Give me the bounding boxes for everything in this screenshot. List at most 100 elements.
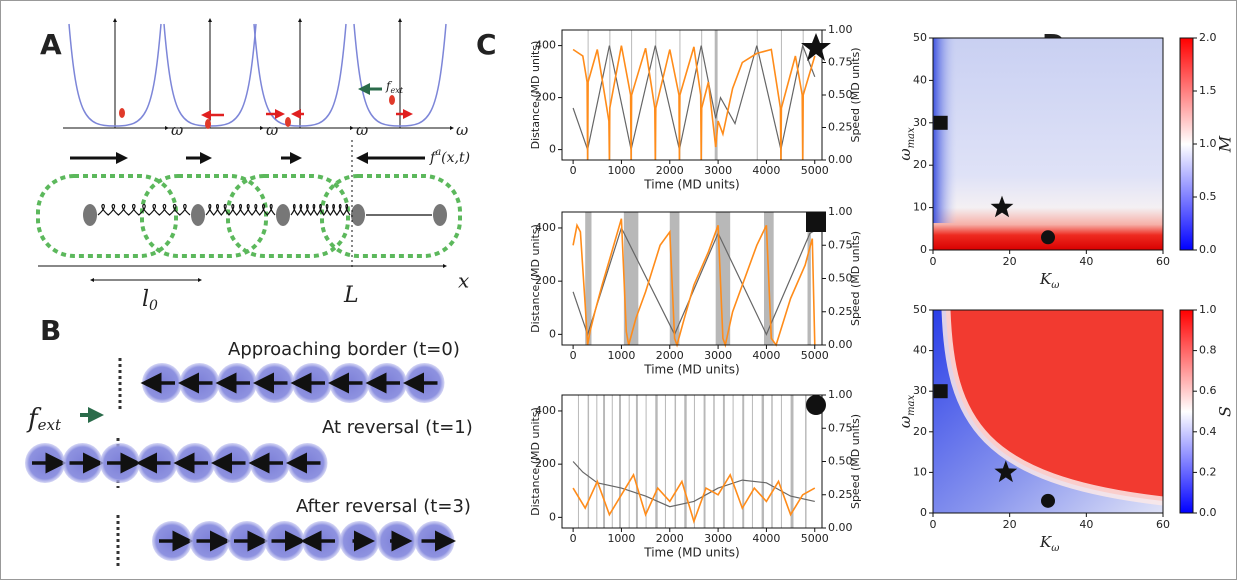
reversal-band: [609, 30, 611, 160]
bead: [191, 204, 205, 226]
reversal-band: [655, 30, 657, 160]
y2-tick-label: 0.25: [828, 121, 853, 134]
panel-label: A: [40, 28, 62, 61]
heatmap-m: [933, 38, 1163, 250]
reversal-band: [756, 30, 758, 160]
y-tick-label: 0: [549, 510, 556, 523]
reversal-band: [703, 395, 706, 528]
label-sub: ω: [1051, 543, 1059, 554]
l0-label: l0: [142, 287, 158, 314]
distance-line: [572, 461, 815, 508]
reversal-band: [655, 395, 658, 528]
heatmap-frame: [932, 37, 1164, 251]
colorbar-tick-label: 0.8: [1199, 344, 1217, 357]
omega-label: ω: [266, 121, 278, 139]
circle-symbol: [806, 395, 826, 415]
fext-label: fext: [26, 404, 62, 434]
label-base: ω: [896, 416, 914, 428]
x-axis-label: Time (MD units): [643, 546, 739, 560]
x-tick-label: 1000: [607, 349, 635, 362]
spring: [290, 203, 351, 217]
axis-label: Kω: [1039, 533, 1059, 554]
marker-circle: [1041, 493, 1055, 508]
y2-tick-label: 0.75: [828, 56, 853, 69]
label-base: ω: [896, 148, 914, 160]
reversal-band: [713, 395, 715, 528]
reversal-band: [587, 395, 590, 528]
reversal-band: [805, 395, 807, 528]
reversal-band: [585, 212, 592, 345]
x-tick-label: 0: [930, 518, 937, 531]
x-tick-label: 40: [1079, 255, 1093, 268]
caption: At reversal (t=1): [322, 417, 473, 438]
x-tick-label: 4000: [752, 349, 780, 362]
axis-label: ωmax: [896, 394, 917, 428]
reversal-band: [669, 212, 680, 345]
marker-square: [933, 115, 948, 130]
x-tick-label: 4000: [752, 532, 780, 545]
omega-label: ω: [356, 121, 368, 139]
well-curve: [253, 23, 347, 127]
axis-label: fext: [385, 79, 404, 96]
reversal-band: [684, 395, 687, 528]
colorbar: [1180, 38, 1193, 250]
colorbar-tick-label: 1.5: [1199, 84, 1217, 97]
label-base: f: [385, 79, 393, 93]
bead: [433, 204, 447, 226]
y2-tick-label: 0.50: [828, 88, 853, 101]
y-tick-label: 200: [535, 274, 556, 287]
y2-axis-label: Speed (MD units): [849, 414, 862, 509]
y-tick-label: 400: [535, 39, 556, 52]
speed-line: [572, 45, 816, 161]
y-tick-label: 200: [535, 457, 556, 470]
x-tick-label: 3000: [704, 164, 732, 177]
y-tick-label: 0: [549, 143, 556, 156]
x-tick-label: 60: [1156, 255, 1170, 268]
red-dot: [205, 119, 211, 129]
x-tick-label: 3000: [704, 532, 732, 545]
reversal-band: [722, 395, 725, 528]
square-symbol: [806, 212, 826, 232]
y2-axis-label: Speed (MD units): [849, 47, 862, 142]
y-tick-label: 200: [535, 91, 556, 104]
caption: After reversal (t=3): [296, 496, 471, 517]
marker-star: [990, 195, 1014, 218]
y2-tick-label: 0.75: [828, 238, 853, 251]
y-tick-label: 40: [913, 73, 927, 86]
marker-star: [994, 460, 1018, 483]
label-sub: ext: [390, 86, 403, 95]
y-tick-label: 400: [535, 221, 556, 234]
reversal-band: [619, 395, 621, 528]
interaction-ranges: [36, 174, 462, 258]
panel-label: B: [40, 314, 61, 347]
distance-line: [572, 226, 816, 337]
y-tick-label: 20: [913, 425, 927, 438]
colorbar-tick-label: 0.0: [1199, 506, 1217, 519]
plot-frame: [561, 394, 823, 529]
y2-tick-label: 0.25: [828, 305, 853, 318]
y-tick-label: 400: [535, 404, 556, 417]
axis-label: ωmax: [896, 127, 917, 161]
x-tick-label: 2000: [656, 349, 684, 362]
y2-tick-label: 1.00: [828, 388, 853, 401]
x-tick-label: 20: [1003, 518, 1017, 531]
reversal-band: [645, 395, 647, 528]
x-tick-label: 1000: [607, 164, 635, 177]
reversal-band: [732, 395, 734, 528]
panel-label: C: [476, 28, 497, 61]
y-axis-label: Distance (MD units): [529, 407, 542, 516]
colorbar-tick-label: 2.0: [1199, 31, 1217, 44]
spring: [97, 204, 191, 216]
reversal-band: [761, 395, 765, 528]
y-tick-label: 50: [913, 303, 927, 316]
omega-label: ω: [456, 121, 468, 139]
x-tick-label: 4000: [752, 164, 780, 177]
colorbar-tick-label: 1.0: [1199, 137, 1217, 150]
y-axis-label: Distance (MD units): [529, 224, 542, 333]
bead: [83, 204, 97, 226]
x-tick-label: 1000: [607, 532, 635, 545]
x-tick-label: 2000: [656, 532, 684, 545]
speed-line: [572, 472, 816, 524]
colorbar-tick-label: 0.6: [1199, 384, 1217, 397]
x-axis-label: Time (MD units): [643, 178, 739, 192]
